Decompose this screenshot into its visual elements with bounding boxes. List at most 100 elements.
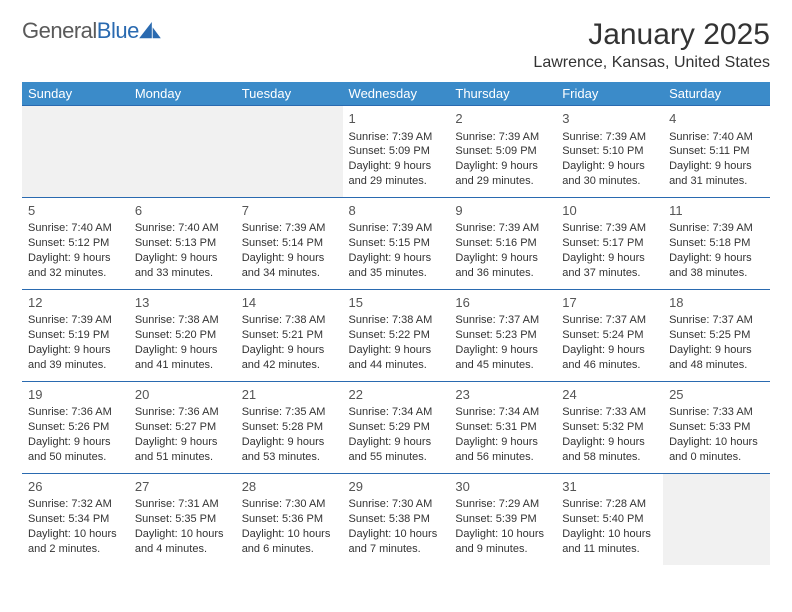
daylight-line: Daylight: 10 hours and 6 minutes. — [242, 527, 337, 557]
sunset-line: Sunset: 5:31 PM — [455, 420, 550, 435]
sunrise-line: Sunrise: 7:31 AM — [135, 497, 230, 512]
sunrise-line: Sunrise: 7:40 AM — [135, 221, 230, 236]
sunset-line: Sunset: 5:39 PM — [455, 512, 550, 527]
sunset-line: Sunset: 5:36 PM — [242, 512, 337, 527]
sunrise-line: Sunrise: 7:39 AM — [349, 130, 444, 145]
daylight-line: Daylight: 9 hours and 37 minutes. — [562, 251, 657, 281]
sunrise-line: Sunrise: 7:39 AM — [562, 130, 657, 145]
calendar-cell: 7Sunrise: 7:39 AMSunset: 5:14 PMDaylight… — [236, 197, 343, 289]
daylight-line: Daylight: 10 hours and 4 minutes. — [135, 527, 230, 557]
sunset-line: Sunset: 5:28 PM — [242, 420, 337, 435]
sunset-line: Sunset: 5:27 PM — [135, 420, 230, 435]
logo-text: GeneralBlue — [22, 18, 139, 44]
daylight-line: Daylight: 10 hours and 11 minutes. — [562, 527, 657, 557]
sunset-line: Sunset: 5:18 PM — [669, 236, 764, 251]
daylight-line: Daylight: 9 hours and 50 minutes. — [28, 435, 123, 465]
day-number: 23 — [455, 386, 550, 404]
calendar-cell: 25Sunrise: 7:33 AMSunset: 5:33 PMDayligh… — [663, 381, 770, 473]
sunset-line: Sunset: 5:17 PM — [562, 236, 657, 251]
calendar-cell: 4 Sunrise: 7:40 AMSunset: 5:11 PMDaylight… — [663, 106, 770, 198]
sunset-line: Sunset: 5:10 PM — [562, 144, 657, 159]
daylight-line: Daylight: 9 hours and 30 minutes. — [562, 159, 657, 189]
sunset-line: Sunset: 5:26 PM — [28, 420, 123, 435]
calendar-cell-empty — [22, 106, 129, 198]
sunrise-line: Sunrise: 7:39 AM — [349, 221, 444, 236]
sunrise-line: Sunrise: 7:38 AM — [242, 313, 337, 328]
calendar-cell: 26Sunrise: 7:32 AMSunset: 5:34 PMDayligh… — [22, 473, 129, 564]
sunrise-line: Sunrise: 7:40 AM — [669, 130, 764, 145]
day-header: Wednesday — [343, 82, 450, 106]
day-number: 22 — [349, 386, 444, 404]
logo-text-blue: Blue — [97, 18, 139, 43]
calendar-table: SundayMondayTuesdayWednesdayThursdayFrid… — [22, 82, 770, 565]
calendar-cell: 13Sunrise: 7:38 AMSunset: 5:20 PMDayligh… — [129, 289, 236, 381]
calendar-cell-empty — [236, 106, 343, 198]
day-number: 21 — [242, 386, 337, 404]
sunset-line: Sunset: 5:38 PM — [349, 512, 444, 527]
daylight-line: Daylight: 9 hours and 53 minutes. — [242, 435, 337, 465]
day-number: 11 — [669, 202, 764, 220]
sunrise-line: Sunrise: 7:33 AM — [562, 405, 657, 420]
daylight-line: Daylight: 9 hours and 55 minutes. — [349, 435, 444, 465]
calendar-cell: 5Sunrise: 7:40 AMSunset: 5:12 PMDaylight… — [22, 197, 129, 289]
calendar-cell: 20Sunrise: 7:36 AMSunset: 5:27 PMDayligh… — [129, 381, 236, 473]
logo-sail-icon — [139, 22, 161, 40]
day-number: 1 — [349, 110, 444, 128]
calendar-cell: 16Sunrise: 7:37 AMSunset: 5:23 PMDayligh… — [449, 289, 556, 381]
sunrise-line: Sunrise: 7:39 AM — [455, 130, 550, 145]
sunset-line: Sunset: 5:09 PM — [455, 144, 550, 159]
calendar-header-row: SundayMondayTuesdayWednesdayThursdayFrid… — [22, 82, 770, 106]
sunrise-line: Sunrise: 7:37 AM — [455, 313, 550, 328]
daylight-line: Daylight: 9 hours and 41 minutes. — [135, 343, 230, 373]
sunset-line: Sunset: 5:29 PM — [349, 420, 444, 435]
daylight-line: Daylight: 9 hours and 31 minutes. — [669, 159, 764, 189]
day-number: 10 — [562, 202, 657, 220]
day-number: 2 — [455, 110, 550, 128]
sunset-line: Sunset: 5:14 PM — [242, 236, 337, 251]
sunrise-line: Sunrise: 7:37 AM — [669, 313, 764, 328]
sunset-line: Sunset: 5:32 PM — [562, 420, 657, 435]
calendar-cell: 24Sunrise: 7:33 AMSunset: 5:32 PMDayligh… — [556, 381, 663, 473]
day-number: 31 — [562, 478, 657, 496]
sunrise-line: Sunrise: 7:39 AM — [455, 221, 550, 236]
calendar-cell: 2Sunrise: 7:39 AMSunset: 5:09 PMDaylight… — [449, 106, 556, 198]
daylight-line: Daylight: 10 hours and 0 minutes. — [669, 435, 764, 465]
sunset-line: Sunset: 5:25 PM — [669, 328, 764, 343]
sunrise-line: Sunrise: 7:30 AM — [349, 497, 444, 512]
calendar-cell: 27Sunrise: 7:31 AMSunset: 5:35 PMDayligh… — [129, 473, 236, 564]
calendar-cell: 6Sunrise: 7:40 AMSunset: 5:13 PMDaylight… — [129, 197, 236, 289]
sunrise-line: Sunrise: 7:29 AM — [455, 497, 550, 512]
sunset-line: Sunset: 5:35 PM — [135, 512, 230, 527]
sunset-line: Sunset: 5:21 PM — [242, 328, 337, 343]
sunset-line: Sunset: 5:19 PM — [28, 328, 123, 343]
day-number: 3 — [562, 110, 657, 128]
calendar-cell: 9Sunrise: 7:39 AMSunset: 5:16 PMDaylight… — [449, 197, 556, 289]
daylight-line: Daylight: 9 hours and 56 minutes. — [455, 435, 550, 465]
daylight-line: Daylight: 9 hours and 33 minutes. — [135, 251, 230, 281]
daylight-line: Daylight: 9 hours and 48 minutes. — [669, 343, 764, 373]
sunrise-line: Sunrise: 7:36 AM — [28, 405, 123, 420]
sunset-line: Sunset: 5:34 PM — [28, 512, 123, 527]
daylight-line: Daylight: 9 hours and 51 minutes. — [135, 435, 230, 465]
sunrise-line: Sunrise: 7:34 AM — [455, 405, 550, 420]
daylight-line: Daylight: 9 hours and 34 minutes. — [242, 251, 337, 281]
day-header: Tuesday — [236, 82, 343, 106]
sunset-line: Sunset: 5:09 PM — [349, 144, 444, 159]
daylight-line: Daylight: 9 hours and 38 minutes. — [669, 251, 764, 281]
day-number: 4 — [669, 110, 764, 128]
daylight-line: Daylight: 9 hours and 46 minutes. — [562, 343, 657, 373]
sunrise-line: Sunrise: 7:39 AM — [562, 221, 657, 236]
calendar-body: 1Sunrise: 7:39 AMSunset: 5:09 PMDaylight… — [22, 106, 770, 565]
sunset-line: Sunset: 5:11 PM — [669, 144, 764, 159]
calendar-cell: 19Sunrise: 7:36 AMSunset: 5:26 PMDayligh… — [22, 381, 129, 473]
day-number: 8 — [349, 202, 444, 220]
daylight-line: Daylight: 9 hours and 42 minutes. — [242, 343, 337, 373]
sunset-line: Sunset: 5:24 PM — [562, 328, 657, 343]
day-number: 7 — [242, 202, 337, 220]
day-number: 9 — [455, 202, 550, 220]
sunset-line: Sunset: 5:15 PM — [349, 236, 444, 251]
daylight-line: Daylight: 9 hours and 29 minutes. — [349, 159, 444, 189]
calendar-cell: 12Sunrise: 7:39 AMSunset: 5:19 PMDayligh… — [22, 289, 129, 381]
calendar-cell: 10Sunrise: 7:39 AMSunset: 5:17 PMDayligh… — [556, 197, 663, 289]
sunset-line: Sunset: 5:20 PM — [135, 328, 230, 343]
